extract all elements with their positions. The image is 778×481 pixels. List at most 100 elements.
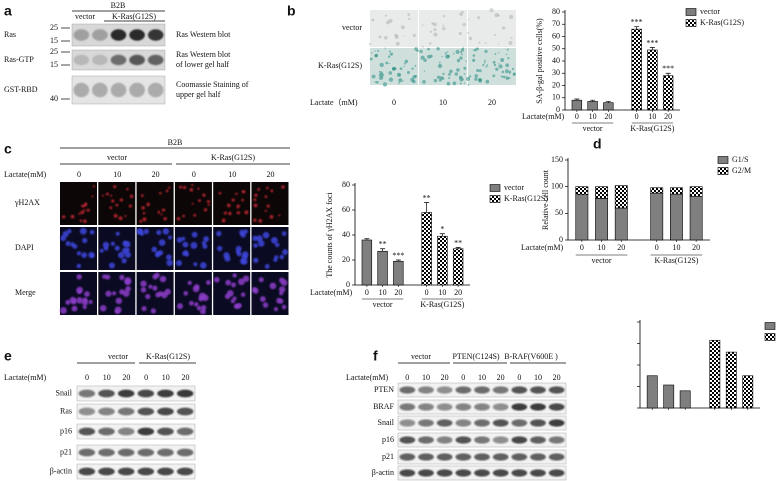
row-label: Merge [15,288,36,297]
stain-dot [389,52,394,56]
stain-dot [374,81,377,83]
error-bar [605,101,611,103]
stain-dot [441,55,443,58]
nucleus [179,185,183,189]
dose-label: 0 [517,373,521,382]
legend-label: K-Ras(G12S) [504,194,548,203]
nucleus [124,277,132,285]
blot-band [492,436,509,444]
nucleus [189,187,194,192]
stain-dot [433,28,437,32]
blot-band [399,386,416,394]
stain-dot [374,54,378,58]
stain-dot [456,68,460,72]
blot-band [511,469,528,477]
nucleus [76,274,82,280]
blot-band [418,386,434,394]
cell-line: B2B [168,138,183,147]
x-tick-label: 10 [598,243,606,252]
significance: ** [423,193,431,202]
error-bar [649,47,655,50]
nucleus [83,209,86,212]
nucleus [67,228,72,234]
stain-dot [467,83,470,86]
dose-label: 20 [122,373,130,382]
nucleus [158,239,166,246]
nucleus [226,289,234,297]
nucleus [91,195,94,198]
stain-dot [378,75,384,81]
stain-dot [398,78,403,83]
stain-dot [494,34,497,37]
blot-band [117,407,135,416]
stain-dot [384,14,388,17]
marker-label: 25 [50,47,58,56]
stain-dot [507,57,510,60]
nucleus [262,231,270,239]
x-tick-label: 0 [575,112,579,121]
dose-label: 0 [85,373,89,382]
nucleus [201,240,207,246]
nucleus [233,304,239,309]
nucleus [200,262,207,269]
stain-dot [505,76,510,80]
nucleus [182,241,189,248]
bar [709,339,721,409]
x-tick-label: 20 [617,243,625,252]
nucleus [115,297,123,305]
nucleus [113,213,118,218]
cell-line: B2B [111,1,126,10]
blot-band [176,467,194,476]
nucleus [236,211,241,215]
panel-label: f [373,348,378,364]
bar [595,186,608,199]
stain-dot [378,73,381,76]
bar [670,187,683,195]
stain-dot [394,33,398,37]
blot-band [117,389,135,398]
bar [679,390,691,409]
stain-dot [506,48,509,51]
legend-label: G1/S [732,155,748,164]
stain-dot [446,54,450,58]
row-label: DAPI [15,243,34,252]
blot-band [157,407,174,416]
stain-dot [460,51,463,54]
panel-label: c [4,141,12,157]
dose-label: 20 [182,373,190,382]
nucleus [206,200,210,204]
blot-band [492,386,509,394]
nucleus [166,254,172,261]
stain-dot [463,66,467,70]
stain-dot [498,51,500,54]
micrograph [370,48,418,85]
blot-band [436,403,453,411]
x-tick-label: 20 [454,288,462,297]
stain-dot [449,69,453,74]
nucleus [176,217,181,221]
stain-dot [421,24,424,26]
blot-band [474,386,490,394]
nucleus [126,187,129,191]
stain-dot [408,17,411,21]
axis-label: Lactate(mM) [4,170,47,179]
nucleus [200,308,206,315]
bar [452,248,464,286]
error-bar [634,26,640,30]
nucleus [78,212,81,215]
blot-band [78,427,96,436]
legend-swatch [685,8,697,16]
nucleus [278,298,284,304]
nucleus [129,194,134,199]
dose-label: 10 [439,98,447,107]
nucleus [182,185,187,190]
blot-band [530,469,546,477]
stain-dot [497,14,500,17]
stain-dot [459,56,463,60]
y-tick-label: 0 [559,235,563,244]
nucleus [193,262,198,267]
stain-dot [458,31,463,36]
nucleus [198,292,206,300]
blot-band [176,427,194,436]
dose-label: 20 [267,170,275,179]
